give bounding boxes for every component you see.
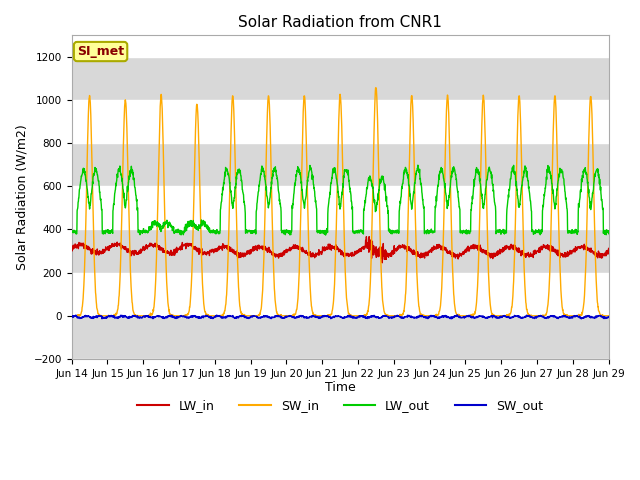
Bar (72, 229, 609, 273)
X-axis label: Time: Time (324, 382, 355, 395)
Bar (72, 143, 609, 186)
Bar (72, 57, 609, 100)
Text: SI_met: SI_met (77, 45, 124, 58)
Title: Solar Radiation from CNR1: Solar Radiation from CNR1 (238, 15, 442, 30)
Bar (72, 316, 609, 359)
Y-axis label: Solar Radiation (W/m2): Solar Radiation (W/m2) (15, 124, 28, 270)
Legend: LW_in, SW_in, LW_out, SW_out: LW_in, SW_in, LW_out, SW_out (132, 395, 548, 418)
